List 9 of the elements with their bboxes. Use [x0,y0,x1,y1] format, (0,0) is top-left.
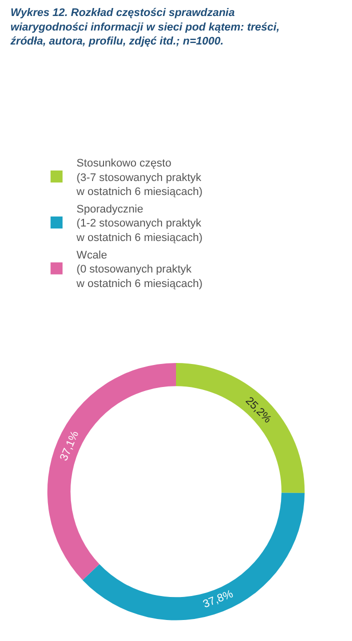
legend-label: Stosunkowo często (3-7 stosowanych praktyk w ostatnich 6 miesiącach) [76,158,203,198]
donut-slice [82,492,305,620]
donut-slice [176,363,305,494]
legend-label: Wcale (0 stosowanych praktyk w ostatnich 6 miesiącach) [76,249,203,290]
data-label: 37,8% [201,588,236,611]
legend-label: Sporadycznie (1-2 stosowanych praktyk w ostatnich 6 miesiącach) [76,203,203,244]
donut-slice [47,363,176,580]
data-label: 37,1% [58,429,82,463]
chart-title: Wykres 12. Rozkład częstości sprawdzania wiarygodności informacji w sieci pod kątem: treści, źródła, autora, profilu, zdjęć itd.; n=1000. [10,7,280,48]
